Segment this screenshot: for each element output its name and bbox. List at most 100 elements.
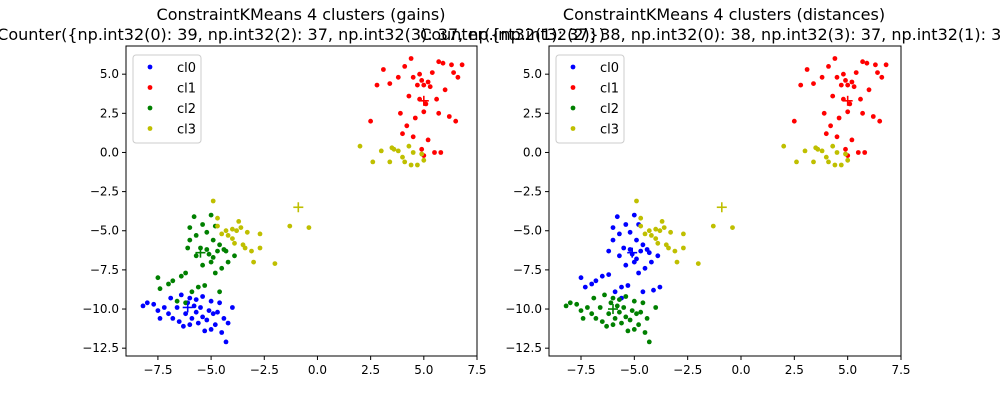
data-point bbox=[415, 162, 420, 168]
data-point bbox=[657, 284, 663, 290]
data-point bbox=[210, 255, 216, 260]
data-point bbox=[638, 248, 644, 254]
data-point bbox=[841, 71, 846, 77]
data-point bbox=[151, 301, 157, 307]
data-point bbox=[578, 308, 584, 313]
legend-label: cl1 bbox=[177, 82, 196, 97]
data-point bbox=[166, 281, 171, 287]
x-tick-label: 0.0 bbox=[308, 363, 327, 377]
data-point bbox=[236, 219, 242, 224]
legend-label: cl3 bbox=[177, 123, 196, 138]
data-point bbox=[434, 96, 439, 102]
data-point bbox=[451, 70, 456, 75]
data-point bbox=[223, 339, 229, 345]
data-point bbox=[425, 137, 431, 143]
data-point bbox=[832, 56, 838, 61]
data-point bbox=[617, 231, 622, 237]
data-point bbox=[204, 229, 210, 235]
data-point bbox=[455, 74, 461, 80]
data-point bbox=[858, 96, 863, 102]
legend-label: cl2 bbox=[600, 102, 619, 117]
data-point bbox=[608, 300, 614, 306]
data-point bbox=[823, 154, 829, 160]
series-cl0 bbox=[140, 292, 235, 345]
data-point bbox=[421, 157, 427, 163]
data-point bbox=[832, 162, 838, 168]
data-point bbox=[636, 322, 641, 328]
data-point bbox=[836, 115, 842, 121]
data-point bbox=[638, 309, 644, 315]
legend-marker bbox=[570, 105, 576, 111]
x-tick-label: 2.5 bbox=[361, 363, 380, 377]
x-tick-label: 7.5 bbox=[891, 363, 910, 377]
plot-area: −7.5 −5.0 −2.5 0.0 2.5 5.0 7.5 −12.5 −10.0 −7.5 −5… bbox=[505, 45, 911, 377]
series-cl2 bbox=[563, 292, 659, 345]
data-point bbox=[419, 151, 425, 157]
data-point bbox=[855, 150, 861, 155]
data-point bbox=[419, 78, 425, 83]
x-tick-label: 7.5 bbox=[467, 363, 486, 377]
data-point bbox=[634, 198, 639, 204]
legend-marker bbox=[570, 85, 576, 90]
data-point bbox=[446, 114, 452, 119]
data-point bbox=[638, 215, 644, 221]
data-point bbox=[646, 250, 652, 256]
data-point bbox=[187, 322, 193, 328]
data-point bbox=[811, 81, 816, 86]
chart-subtitle: Counter({np.int32(2): 38, np.int32(0): 3… bbox=[420, 25, 1000, 44]
center-marker-cl1 bbox=[842, 95, 853, 106]
x-tick-label: −5.0 bbox=[197, 363, 226, 377]
data-point bbox=[215, 223, 220, 229]
data-point bbox=[183, 300, 189, 306]
data-point bbox=[606, 272, 612, 277]
data-point bbox=[436, 59, 442, 65]
data-point bbox=[582, 284, 588, 290]
data-point bbox=[802, 148, 808, 154]
data-point bbox=[187, 225, 193, 231]
data-point bbox=[157, 286, 163, 292]
data-point bbox=[589, 281, 595, 287]
data-point bbox=[368, 118, 373, 124]
data-point bbox=[653, 305, 659, 310]
data-point bbox=[155, 275, 161, 281]
data-point bbox=[225, 320, 231, 326]
data-point bbox=[168, 295, 174, 301]
data-point bbox=[412, 115, 418, 121]
data-point bbox=[834, 134, 840, 140]
y-tick-label: 0.0 bbox=[100, 145, 119, 159]
data-point bbox=[644, 316, 650, 321]
data-point bbox=[621, 245, 627, 251]
data-point bbox=[193, 253, 199, 259]
data-point bbox=[646, 228, 652, 234]
data-point bbox=[619, 320, 624, 326]
data-point bbox=[155, 308, 161, 313]
data-point bbox=[599, 319, 605, 324]
data-point bbox=[410, 74, 416, 80]
y-tick-label: −2.5 bbox=[513, 185, 542, 199]
y-tick-label: 5.0 bbox=[523, 67, 542, 81]
data-point bbox=[849, 137, 855, 143]
data-point bbox=[427, 84, 433, 90]
data-point bbox=[866, 87, 872, 93]
data-point bbox=[170, 278, 176, 284]
data-point bbox=[597, 305, 603, 310]
data-point bbox=[406, 143, 412, 149]
data-point bbox=[208, 259, 214, 265]
data-point bbox=[578, 275, 584, 281]
data-point bbox=[585, 305, 590, 310]
data-point bbox=[617, 253, 622, 259]
data-point bbox=[257, 231, 263, 237]
data-point bbox=[631, 212, 637, 218]
data-point bbox=[631, 327, 637, 332]
legend-marker bbox=[147, 126, 153, 131]
data-point bbox=[860, 59, 865, 65]
data-point bbox=[853, 70, 859, 75]
data-point bbox=[217, 289, 223, 295]
data-point bbox=[217, 242, 223, 248]
data-point bbox=[847, 101, 853, 107]
data-point bbox=[804, 67, 810, 72]
data-point bbox=[387, 81, 393, 86]
data-point bbox=[183, 270, 189, 276]
data-point bbox=[612, 289, 618, 295]
legend: cl0 cl1 cl2 cl3 bbox=[132, 54, 202, 144]
